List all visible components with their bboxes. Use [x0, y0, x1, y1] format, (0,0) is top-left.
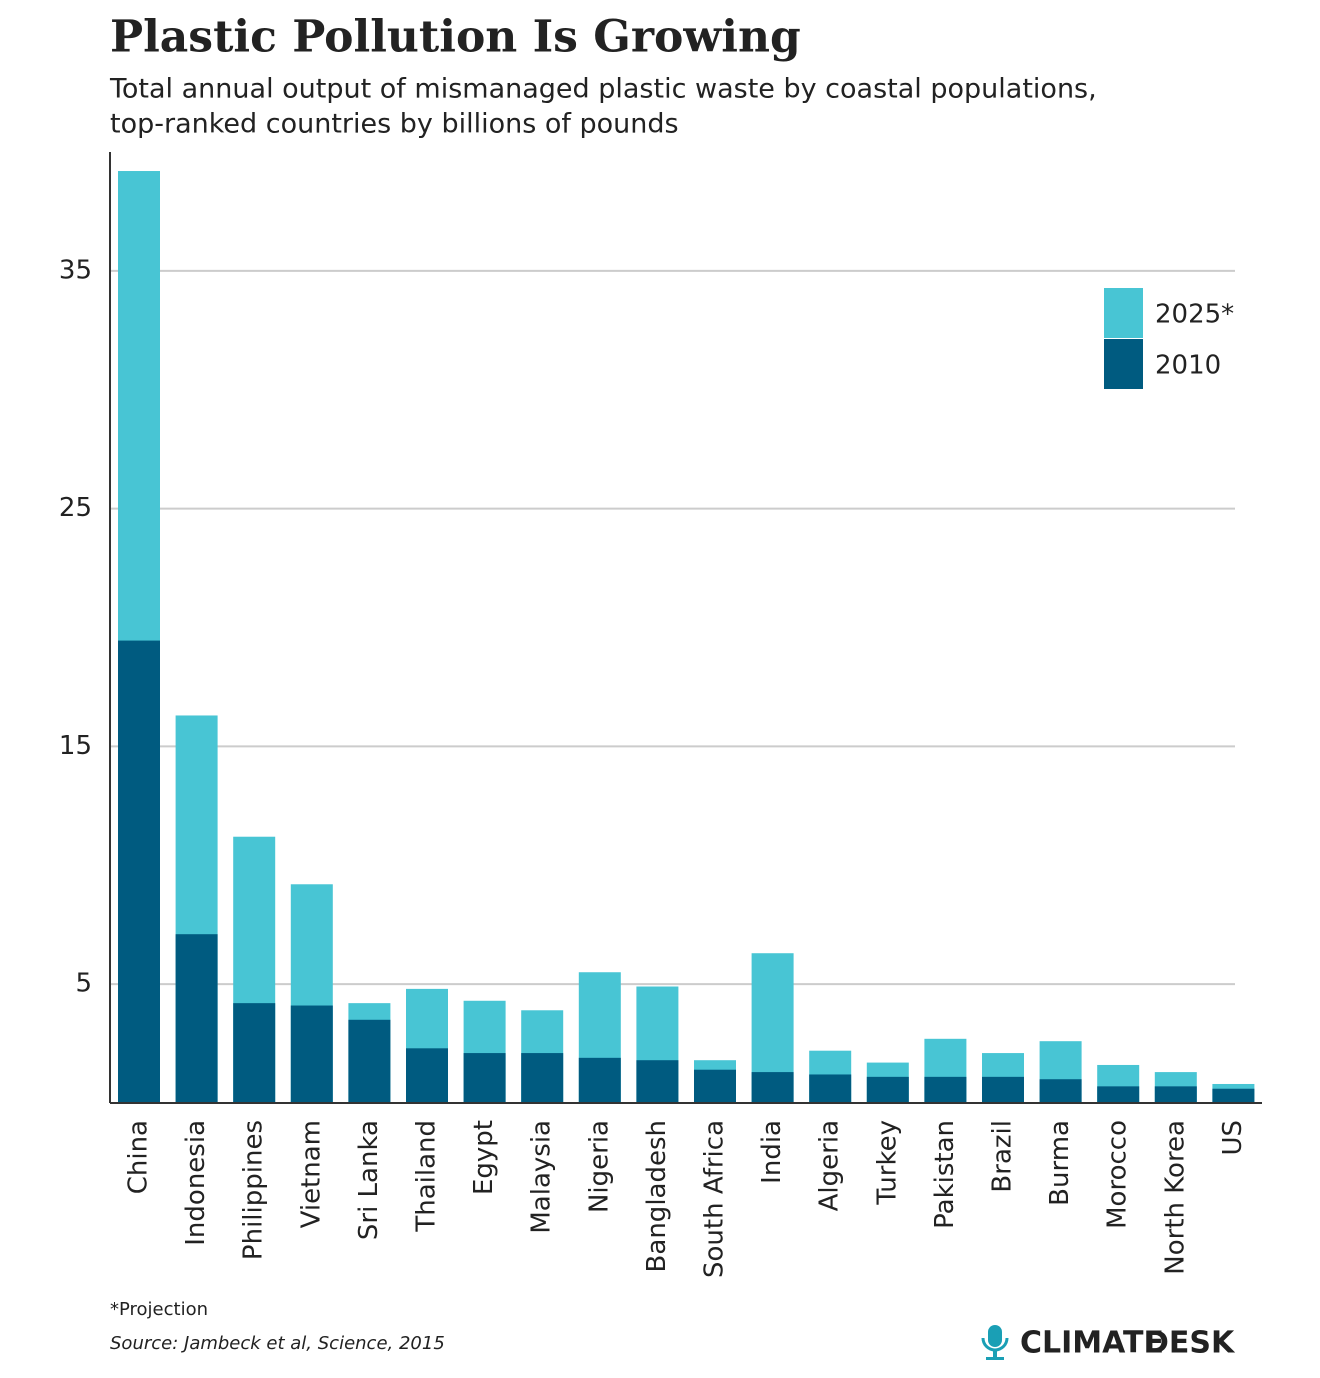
- logo-text: CLIMATE: [1020, 1326, 1164, 1361]
- bar: [866, 1076, 909, 1103]
- bar: [1154, 1086, 1197, 1103]
- bar: [233, 1003, 276, 1103]
- bar: [924, 1076, 967, 1103]
- x-tick-label: Thailand: [412, 1120, 442, 1233]
- bar: [1039, 1079, 1082, 1103]
- chart-subtitle: top-ranked countries by billions of poun…: [110, 109, 679, 140]
- bar: [636, 1060, 679, 1103]
- bar: [1212, 1088, 1255, 1103]
- x-tick-label: Burma: [1045, 1120, 1075, 1206]
- x-tick-label: Algeria: [815, 1120, 845, 1211]
- footnote: *Projection: [110, 1299, 208, 1320]
- x-tick-label: Pakistan: [930, 1120, 960, 1229]
- y-tick-label: 5: [75, 969, 92, 999]
- x-tick-label: China: [124, 1120, 154, 1194]
- legend-swatch: [1104, 288, 1143, 338]
- x-tick-label: Philippines: [239, 1120, 269, 1260]
- x-tick-label: Vietnam: [296, 1120, 326, 1228]
- y-tick-label: 35: [59, 255, 92, 285]
- source: Source: Jambeck et al, Science, 2015: [110, 1333, 445, 1354]
- bar: [694, 1069, 736, 1103]
- x-tick-label: Bangladesh: [642, 1120, 672, 1272]
- x-tick-label: Brazil: [988, 1120, 1018, 1193]
- bar: [809, 1074, 852, 1103]
- chart-title: Plastic Pollution Is Growing: [110, 12, 801, 63]
- bar: [1097, 1086, 1140, 1103]
- bar: [348, 1019, 391, 1103]
- legend-swatch: [1104, 339, 1143, 389]
- logo-icon: [981, 1325, 1009, 1360]
- legend-label: 2010: [1155, 351, 1221, 381]
- bar: [751, 1072, 794, 1103]
- x-tick-label: Egypt: [469, 1120, 499, 1195]
- x-tick-label: US: [1218, 1120, 1248, 1156]
- chart-subtitle: Total annual output of mismanaged plasti…: [109, 74, 1097, 105]
- y-tick-label: 15: [59, 731, 92, 761]
- x-tick-label: Malaysia: [527, 1120, 557, 1234]
- x-tick-label: Indonesia: [181, 1120, 211, 1246]
- legend-label: 2025*: [1155, 300, 1234, 330]
- x-tick-label: Morocco: [1103, 1120, 1133, 1229]
- bar: [118, 640, 160, 1103]
- x-tick-label: North Korea: [1160, 1120, 1190, 1275]
- x-tick-label: Turkey: [872, 1120, 902, 1206]
- bar: [578, 1057, 621, 1103]
- logo-text: DESK: [1144, 1326, 1236, 1361]
- bar: [290, 1005, 333, 1103]
- bar: [982, 1076, 1024, 1103]
- x-tick-label: Sri Lanka: [354, 1120, 384, 1240]
- x-tick-label: Nigeria: [584, 1120, 614, 1213]
- y-tick-label: 25: [59, 493, 92, 523]
- bar: [521, 1053, 564, 1103]
- bar: [406, 1048, 448, 1103]
- bar: [175, 934, 218, 1103]
- x-tick-label: South Africa: [700, 1120, 730, 1278]
- x-tick-label: India: [757, 1120, 787, 1184]
- bar: [463, 1053, 506, 1103]
